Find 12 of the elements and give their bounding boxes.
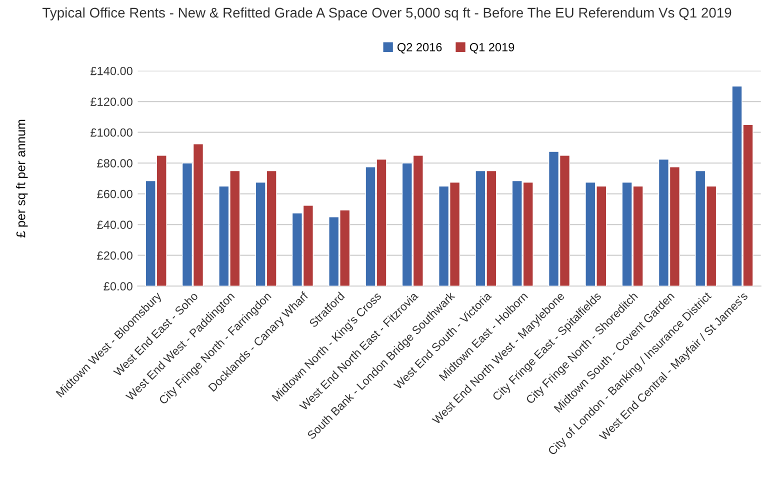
legend-label: Q1 2019 (470, 43, 514, 54)
y-tick-label: £80.00 (97, 159, 132, 168)
y-tick-label: £20.00 (97, 251, 132, 260)
y-tick-label: £140.00 (90, 66, 132, 76)
y-tick-label: £120.00 (90, 98, 132, 106)
y-tick-label: £40.00 (97, 220, 132, 229)
y-tick-label: £60.00 (97, 190, 132, 198)
y-tick-label: £100.00 (90, 128, 132, 137)
y-axis-title: £ per sq ft per annum (16, 120, 28, 238)
y-tick-label: £0.00 (104, 282, 132, 291)
legend-label: Q2 2016 (397, 43, 442, 54)
chart-title: Typical Office Rents - New & Refitted Grade A Space Over 5,000 sq ft - Before The EU Referendum Vs Q1 2019 (42, 7, 732, 20)
